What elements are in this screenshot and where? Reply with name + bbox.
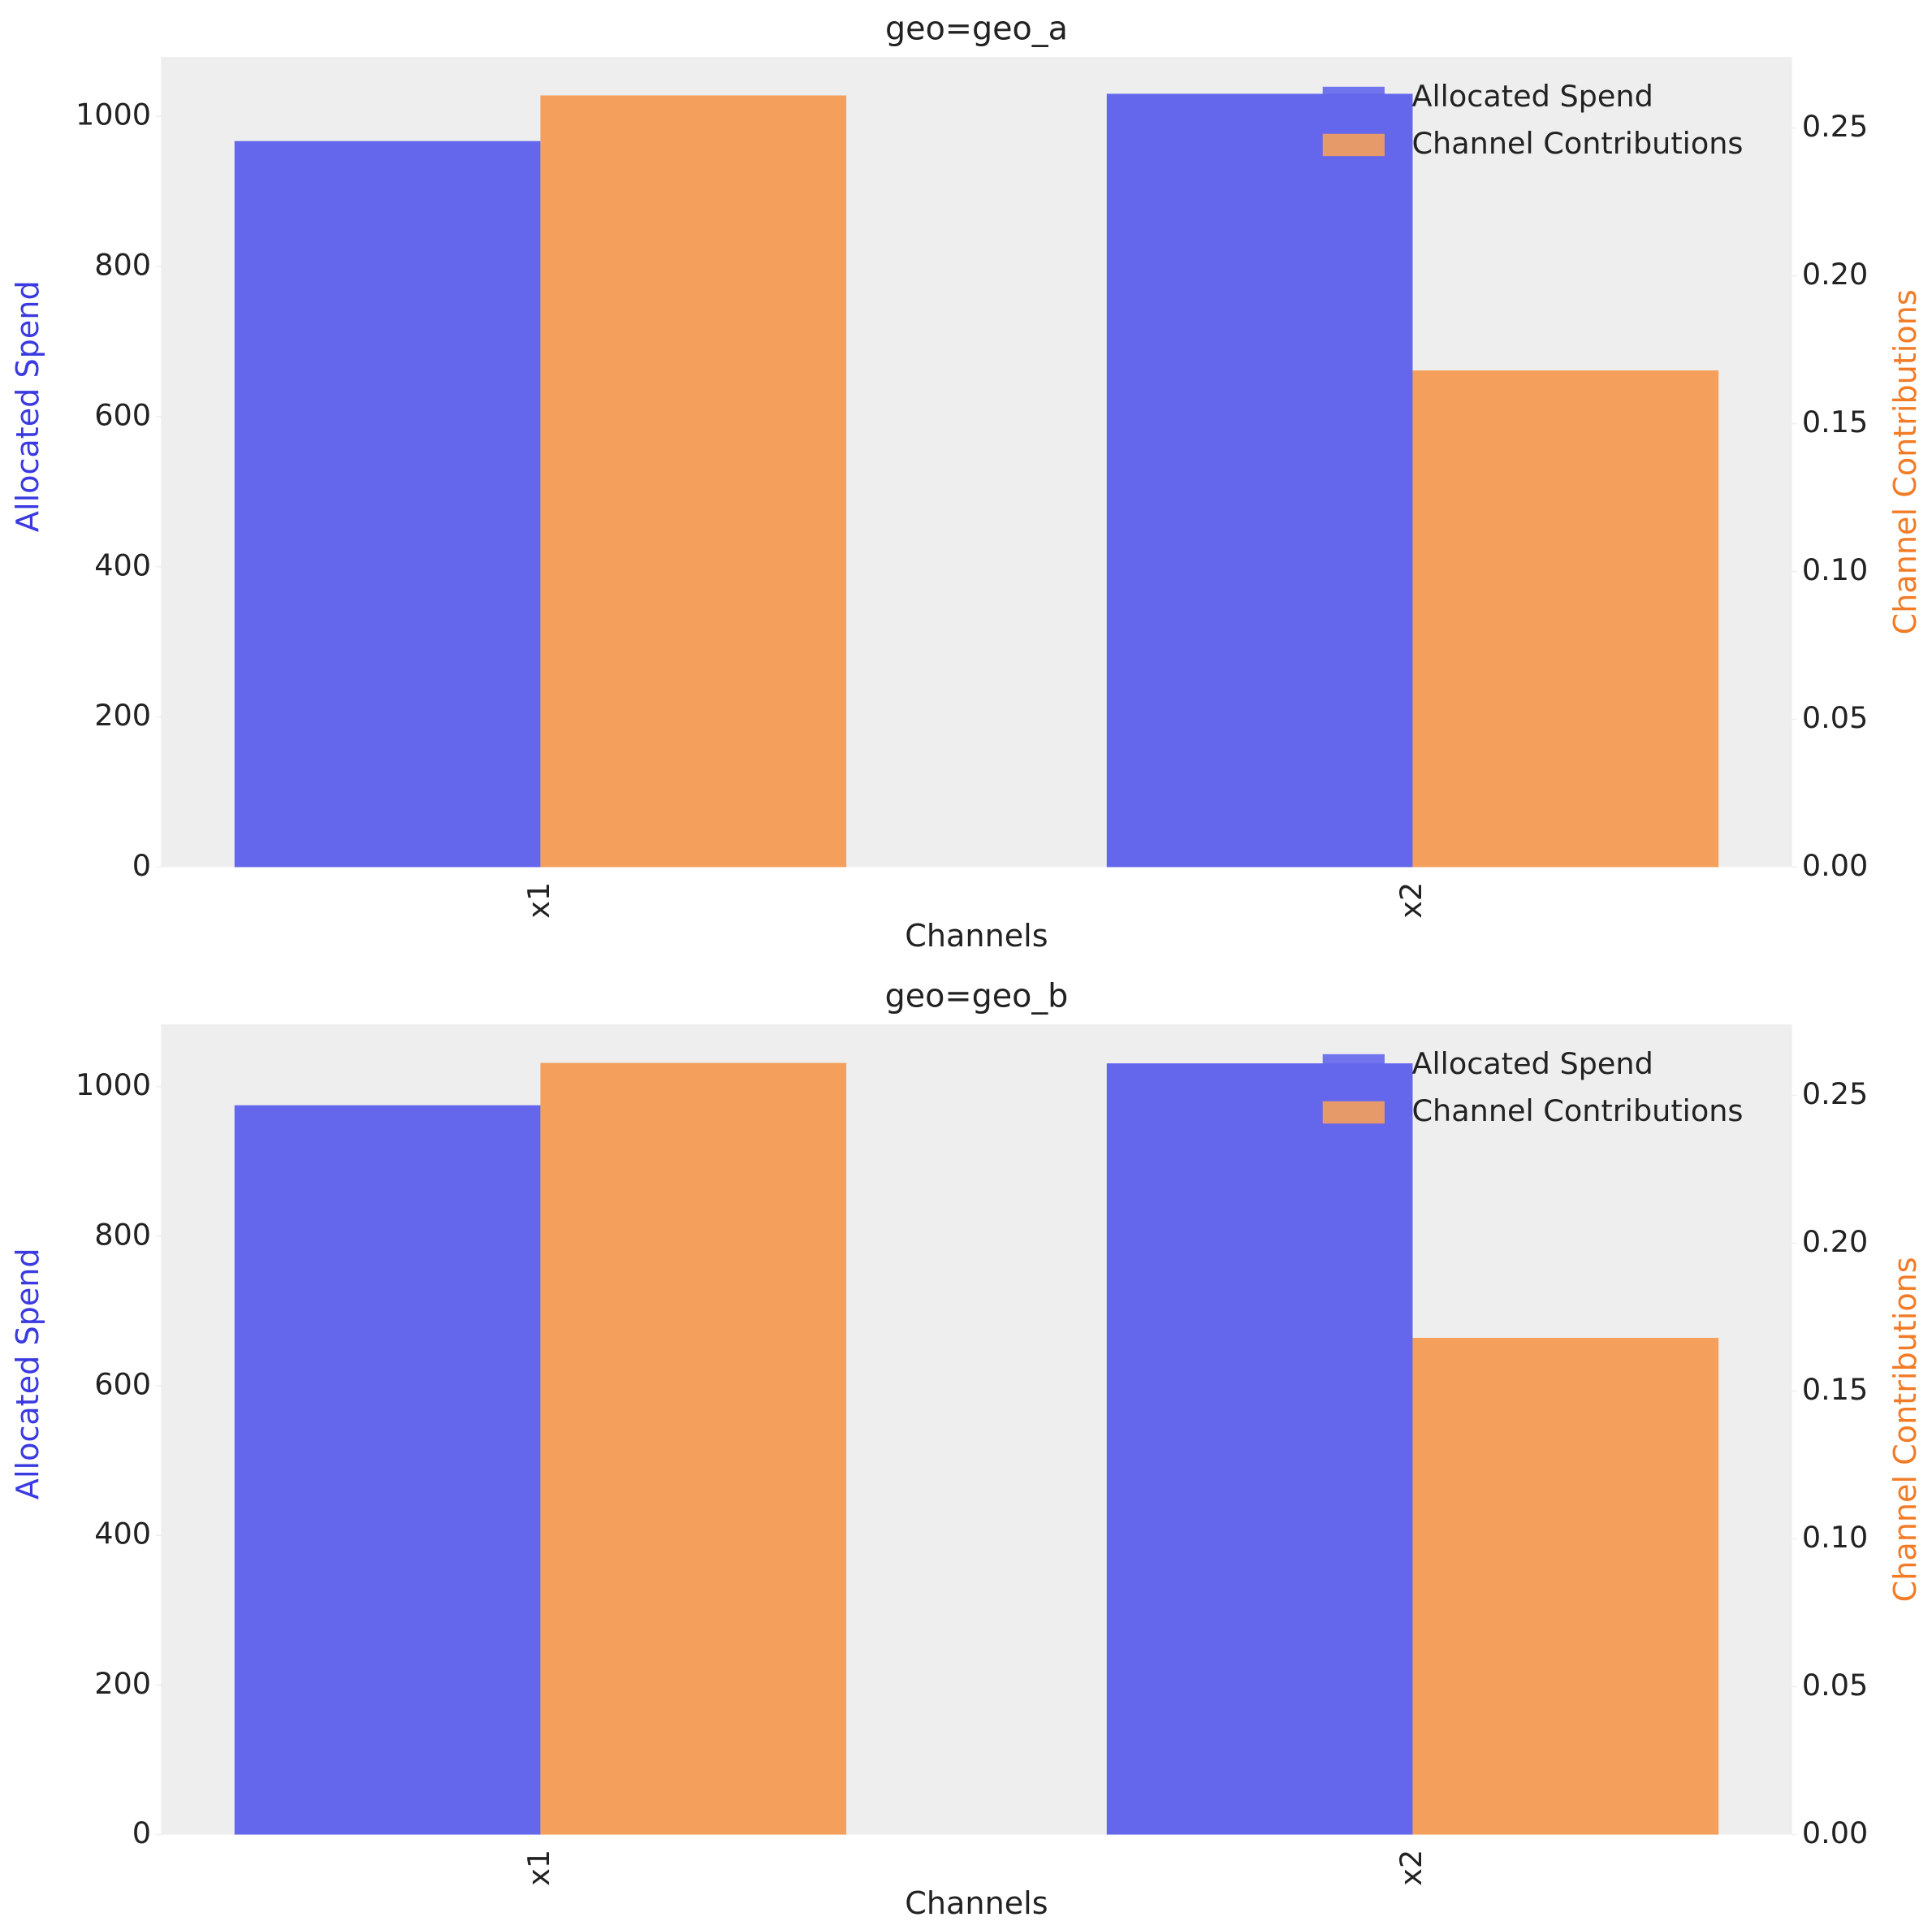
- y-tick-label: 600: [94, 1367, 151, 1402]
- y-axis-label: Allocated Spend: [10, 1248, 45, 1499]
- x-tick-label: x1: [521, 1850, 556, 1886]
- y-tick-label: 0: [132, 1815, 151, 1850]
- y2-tick-label: 0.10: [1802, 552, 1868, 587]
- x-tick-label: x2: [1394, 882, 1428, 919]
- legend-swatch: [1322, 86, 1385, 110]
- y-tick-label: 1000: [76, 97, 151, 132]
- y-tick-label: 400: [94, 1517, 151, 1551]
- bar: [234, 141, 541, 868]
- y2-tick-label: 0.15: [1802, 405, 1868, 439]
- chart-title: geo=geo_b: [885, 978, 1069, 1015]
- y2-tick-label: 0.15: [1802, 1372, 1868, 1407]
- y-tick-label: 800: [94, 1217, 151, 1252]
- x-axis-label: Channels: [905, 918, 1048, 954]
- legend-label: Channel Contributions: [1412, 1093, 1744, 1128]
- legend-label: Channel Contributions: [1412, 126, 1744, 161]
- bar: [234, 1105, 541, 1835]
- bar: [540, 1062, 847, 1835]
- y-tick-label: 600: [94, 397, 151, 432]
- y2-axis-label: Channel Contributions: [1887, 289, 1923, 634]
- chart-title: geo=geo_a: [885, 11, 1068, 48]
- y2-tick-label: 0.20: [1802, 257, 1868, 292]
- bar: [1412, 370, 1719, 868]
- y2-tick-label: 0.00: [1802, 1815, 1868, 1850]
- x-axis-label: Channels: [905, 1885, 1048, 1921]
- y-tick-label: 800: [94, 248, 151, 283]
- y2-tick-label: 0.25: [1802, 1076, 1868, 1111]
- legend-swatch: [1322, 1101, 1385, 1124]
- legend-label: Allocated Spend: [1412, 1046, 1653, 1081]
- y2-tick-label: 0.05: [1802, 700, 1868, 735]
- y2-tick-label: 0.05: [1802, 1668, 1868, 1703]
- legend-swatch: [1322, 133, 1385, 157]
- legend-label: Allocated Spend: [1412, 79, 1653, 114]
- y-tick-label: 200: [94, 698, 151, 733]
- y-tick-label: 1000: [76, 1067, 151, 1102]
- y2-tick-label: 0.10: [1802, 1520, 1868, 1555]
- y-axis-label: Allocated Spend: [10, 280, 45, 532]
- legend-swatch: [1322, 1054, 1385, 1077]
- y2-tick-label: 0.25: [1802, 109, 1868, 144]
- bar: [1412, 1338, 1719, 1835]
- y2-tick-label: 0.20: [1802, 1224, 1868, 1259]
- bar: [540, 95, 847, 868]
- bar: [1106, 93, 1413, 868]
- y2-tick-label: 0.00: [1802, 848, 1868, 883]
- bar: [1106, 1063, 1413, 1835]
- y2-axis-label: Channel Contributions: [1887, 1257, 1923, 1602]
- x-tick-label: x1: [521, 882, 556, 919]
- x-tick-label: x2: [1394, 1850, 1428, 1886]
- y-tick-label: 200: [94, 1666, 151, 1701]
- y-tick-label: 0: [132, 848, 151, 883]
- y-tick-label: 400: [94, 547, 151, 582]
